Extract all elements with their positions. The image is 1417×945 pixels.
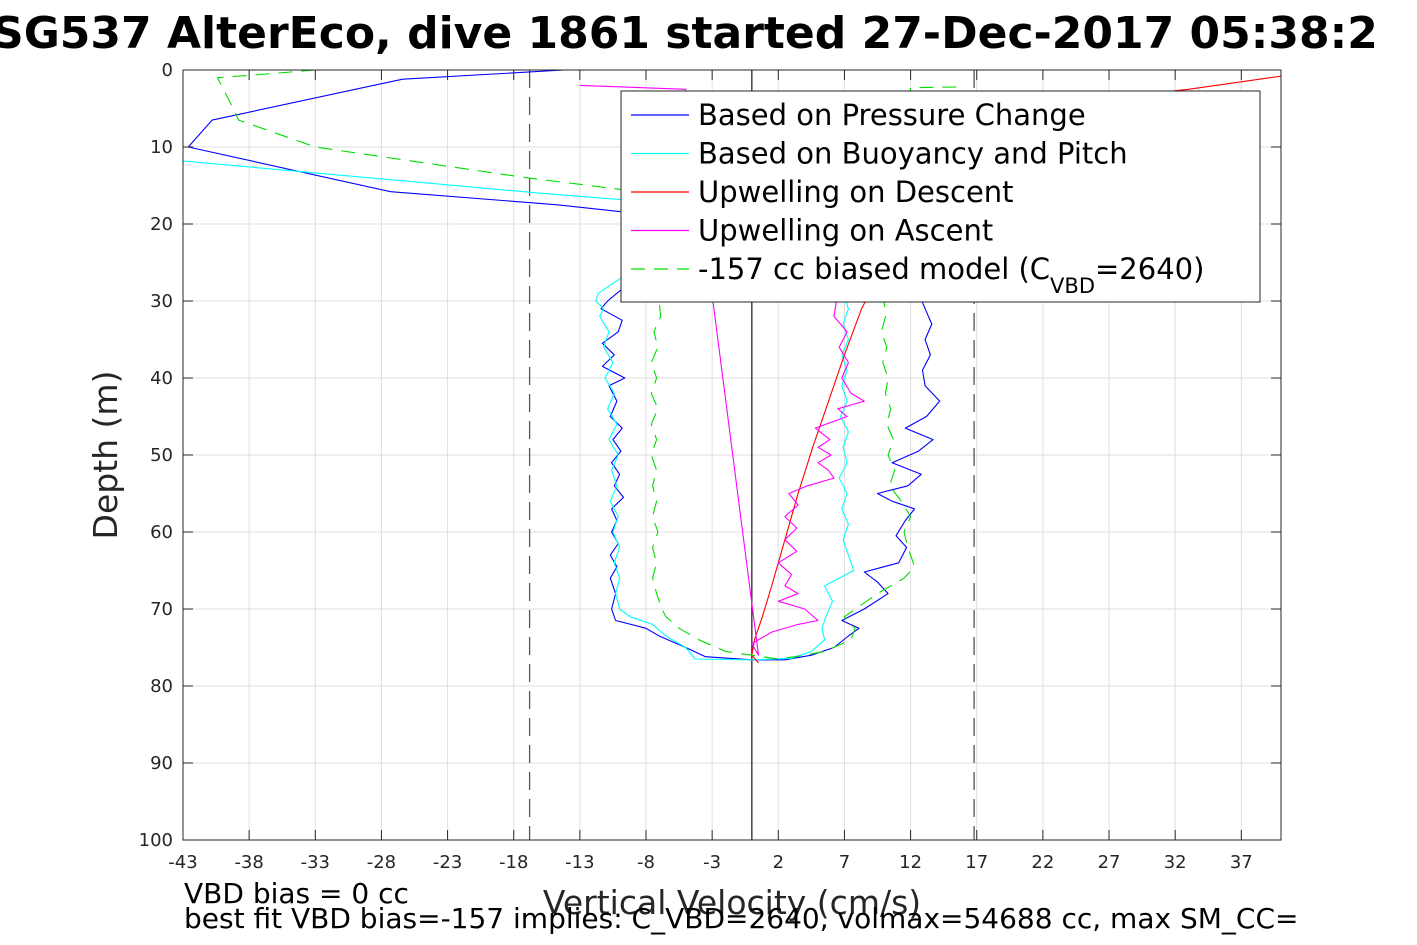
x-tick-label: 32 (1164, 852, 1187, 873)
x-tick-label: -38 (234, 852, 263, 873)
x-tick-label: -33 (301, 852, 330, 873)
legend-label: Upwelling on Ascent (698, 214, 993, 248)
axes-ticks: -43 -38 -33 -28 -23 -18 -13 -8 -3 2 7 12 17 22 27 32 370… (139, 60, 1281, 873)
x-tick-label: -23 (433, 852, 462, 873)
x-tick-label: 12 (899, 852, 922, 873)
y-tick-label: 10 (150, 137, 173, 158)
x-tick-label: -28 (367, 852, 396, 873)
x-tick-label: 17 (965, 852, 988, 873)
legend: Based on Pressure Change Based on Buoyanc… (620, 90, 1261, 303)
x-tick-label: 7 (839, 852, 850, 873)
x-tick-label: -3 (703, 852, 721, 873)
series-line-1 (183, 160, 855, 661)
best-fit-note: best fit VBD bias=-157 implies: C_VBD=26… (184, 902, 1298, 935)
y-tick-label: 40 (150, 368, 173, 389)
x-tick-label: 2 (773, 852, 784, 873)
y-tick-label: 70 (150, 599, 173, 620)
series-line-3 (579, 84, 865, 656)
x-tick-label: -18 (499, 852, 528, 873)
x-tick-label: -8 (637, 852, 655, 873)
y-tick-label: 0 (162, 60, 173, 81)
legend-entries: Based on Pressure Change Based on Buoyanc… (631, 98, 1204, 298)
y-tick-label: 60 (150, 522, 173, 543)
legend-label-part: =2640) (1095, 252, 1204, 286)
y-tick-label: 50 (150, 445, 173, 466)
x-tick-label: 22 (1031, 852, 1054, 873)
x-tick-label: 37 (1230, 852, 1253, 873)
x-tick-label: 27 (1098, 852, 1121, 873)
legend-label: Based on Buoyancy and Pitch (698, 137, 1128, 171)
legend-box (620, 90, 1261, 303)
x-tick-label: -13 (565, 852, 594, 873)
legend-label: Upwelling on Descent (698, 175, 1014, 209)
x-axis-label: Vertical Velocity (cm/s) (543, 883, 921, 922)
x-tick-label: -43 (168, 852, 197, 873)
y-tick-label: 80 (150, 676, 173, 697)
legend-label-subscript: VBD (1050, 274, 1095, 298)
legend-label-part: -157 cc biased model (C (698, 252, 1050, 286)
chart-title: SG537 AlterEco, dive 1861 started 27-Dec… (0, 8, 1378, 59)
legend-label: -157 cc biased model (CVBD=2640) (698, 252, 1204, 298)
vbd-bias-note: VBD bias = 0 cc (184, 877, 409, 910)
y-tick-label: 100 (139, 830, 173, 851)
y-axis-label: Depth (m) (86, 371, 125, 540)
y-tick-label: 30 (150, 291, 173, 312)
y-tick-label: 90 (150, 753, 173, 774)
legend-label: Based on Pressure Change (698, 98, 1086, 132)
y-tick-label: 20 (150, 214, 173, 235)
series-line-0 (187, 70, 941, 661)
